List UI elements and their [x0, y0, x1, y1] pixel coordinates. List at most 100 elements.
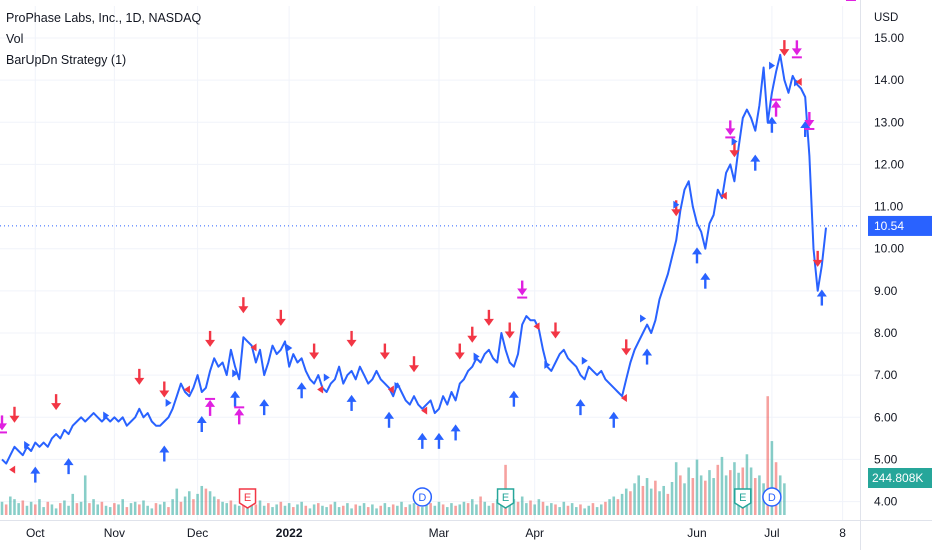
time-tick-label: Dec	[187, 526, 208, 540]
volume-bar	[83, 475, 87, 515]
volume-bar	[674, 462, 678, 515]
short-entry-arrow-head	[238, 306, 249, 314]
long-entry-arrow-head	[700, 272, 711, 280]
long-entry-arrow-head	[766, 116, 777, 124]
volume-bar	[408, 504, 412, 515]
volume-bar	[229, 500, 233, 515]
volume-bar	[599, 504, 603, 515]
long-entry-arrow	[384, 411, 395, 428]
dividend-badge[interactable]: D	[762, 487, 782, 507]
long-signal-marker	[394, 381, 401, 390]
volume-bar	[258, 500, 262, 515]
dividend-badge[interactable]: D	[412, 487, 433, 507]
volume-bar	[666, 493, 670, 515]
short-entry-arrow-head	[159, 390, 170, 398]
time-tick-label: Jul	[764, 526, 779, 540]
volume-bar	[458, 504, 462, 515]
volume-bar	[192, 499, 195, 515]
earnings-badge-shape	[238, 488, 257, 509]
exit-down-marker	[725, 120, 736, 139]
volume-bar	[704, 480, 707, 515]
earnings-badge-shape	[496, 488, 515, 509]
short-entry-arrow-head	[779, 49, 790, 57]
last-volume-label: 244.808K	[872, 471, 923, 485]
volume-bar	[250, 503, 253, 515]
volume-bar	[233, 504, 237, 515]
volume-bar	[200, 485, 204, 515]
short-entry-arrow-head	[454, 352, 465, 360]
volume-bar	[271, 507, 274, 515]
volume-bar	[121, 499, 124, 515]
long-entry-arrow-head	[508, 390, 519, 398]
volume-bar	[566, 505, 570, 515]
short-entry-arrow	[779, 40, 790, 57]
last-volume-badge: 244.808K	[868, 468, 932, 488]
long-entry-arrow	[417, 432, 428, 449]
long-entry-arrow-head	[30, 466, 41, 474]
long-entry-arrow-head	[296, 382, 307, 390]
long-entry-arrow	[63, 458, 74, 475]
short-entry-arrow-head	[275, 318, 286, 326]
volume-bar	[608, 499, 611, 515]
volume-bar	[308, 508, 312, 515]
short-entry-arrow	[51, 394, 62, 411]
exit-up-marker-head	[205, 399, 216, 407]
volume-bar	[292, 507, 295, 515]
event-badge-label: E	[502, 492, 509, 504]
long-signal-marker	[286, 344, 293, 353]
volume-bar	[595, 507, 599, 515]
volume-bar	[104, 505, 108, 515]
volume-bar	[100, 501, 104, 515]
short-entry-arrow-head	[467, 335, 478, 343]
volume-bar	[379, 505, 382, 515]
earnings-badge[interactable]: E	[496, 488, 515, 509]
volume-bar	[237, 505, 241, 515]
long-signal-marker	[769, 61, 776, 70]
long-entry-arrow-head	[346, 394, 357, 402]
volume-bar	[341, 505, 345, 515]
volume-bar	[279, 501, 283, 515]
volume-bar	[516, 501, 520, 515]
volume-bar	[416, 505, 420, 515]
symbol-title[interactable]: ProPhase Labs, Inc., 1D, NASDAQ	[6, 11, 202, 25]
exit-down-marker	[804, 111, 815, 130]
price-tick-label: 10.00	[874, 242, 904, 256]
short-signal-marker	[317, 385, 324, 394]
volume-bar	[217, 499, 220, 515]
volume-bar	[758, 475, 761, 515]
short-signal-marker	[533, 322, 540, 331]
short-entry-arrow-head	[671, 209, 682, 217]
short-entry-arrow	[134, 368, 145, 385]
long-signal-marker	[24, 440, 31, 449]
short-entry-arrow	[409, 356, 419, 373]
strategy-indicator-label[interactable]: BarUpDn Strategy (1)	[6, 53, 127, 67]
volume-bar	[267, 503, 270, 515]
long-signal-marker	[103, 411, 110, 420]
volume-bar	[633, 483, 636, 515]
volume-bar	[454, 505, 457, 515]
short-entry-arrow-head	[550, 331, 561, 339]
long-signal-marker	[165, 398, 172, 407]
short-entry-arrow	[467, 326, 478, 343]
short-signal-marker	[9, 465, 16, 474]
earnings-badge[interactable]: E	[734, 488, 752, 509]
price-axis: USD 4.00 5.00 6.00 7.00 8.00 9.00 10.00 11.00 12.…	[868, 12, 932, 509]
last-volume-badge-bg	[868, 468, 932, 488]
volume-bar	[554, 504, 557, 515]
volume-bar	[587, 505, 591, 515]
volume-bar	[450, 503, 453, 515]
short-entry-arrow	[379, 343, 390, 360]
long-entry-arrow-head	[259, 399, 270, 407]
time-tick-label: Jun	[687, 526, 706, 540]
price-tick-label: 11.00	[874, 200, 903, 214]
volume-indicator-label[interactable]: Vol	[6, 32, 24, 46]
volume-bar	[641, 485, 645, 515]
short-entry-arrow-head	[134, 377, 145, 385]
time-axis: Oct Nov Dec 2022 Mar Apr Jun Jul 8	[26, 526, 846, 540]
volume-bar	[654, 480, 657, 515]
volume-bar	[708, 470, 711, 515]
earnings-badge[interactable]: E	[238, 488, 257, 509]
time-tick-label: 8	[839, 526, 846, 540]
volume-bar	[79, 501, 83, 515]
